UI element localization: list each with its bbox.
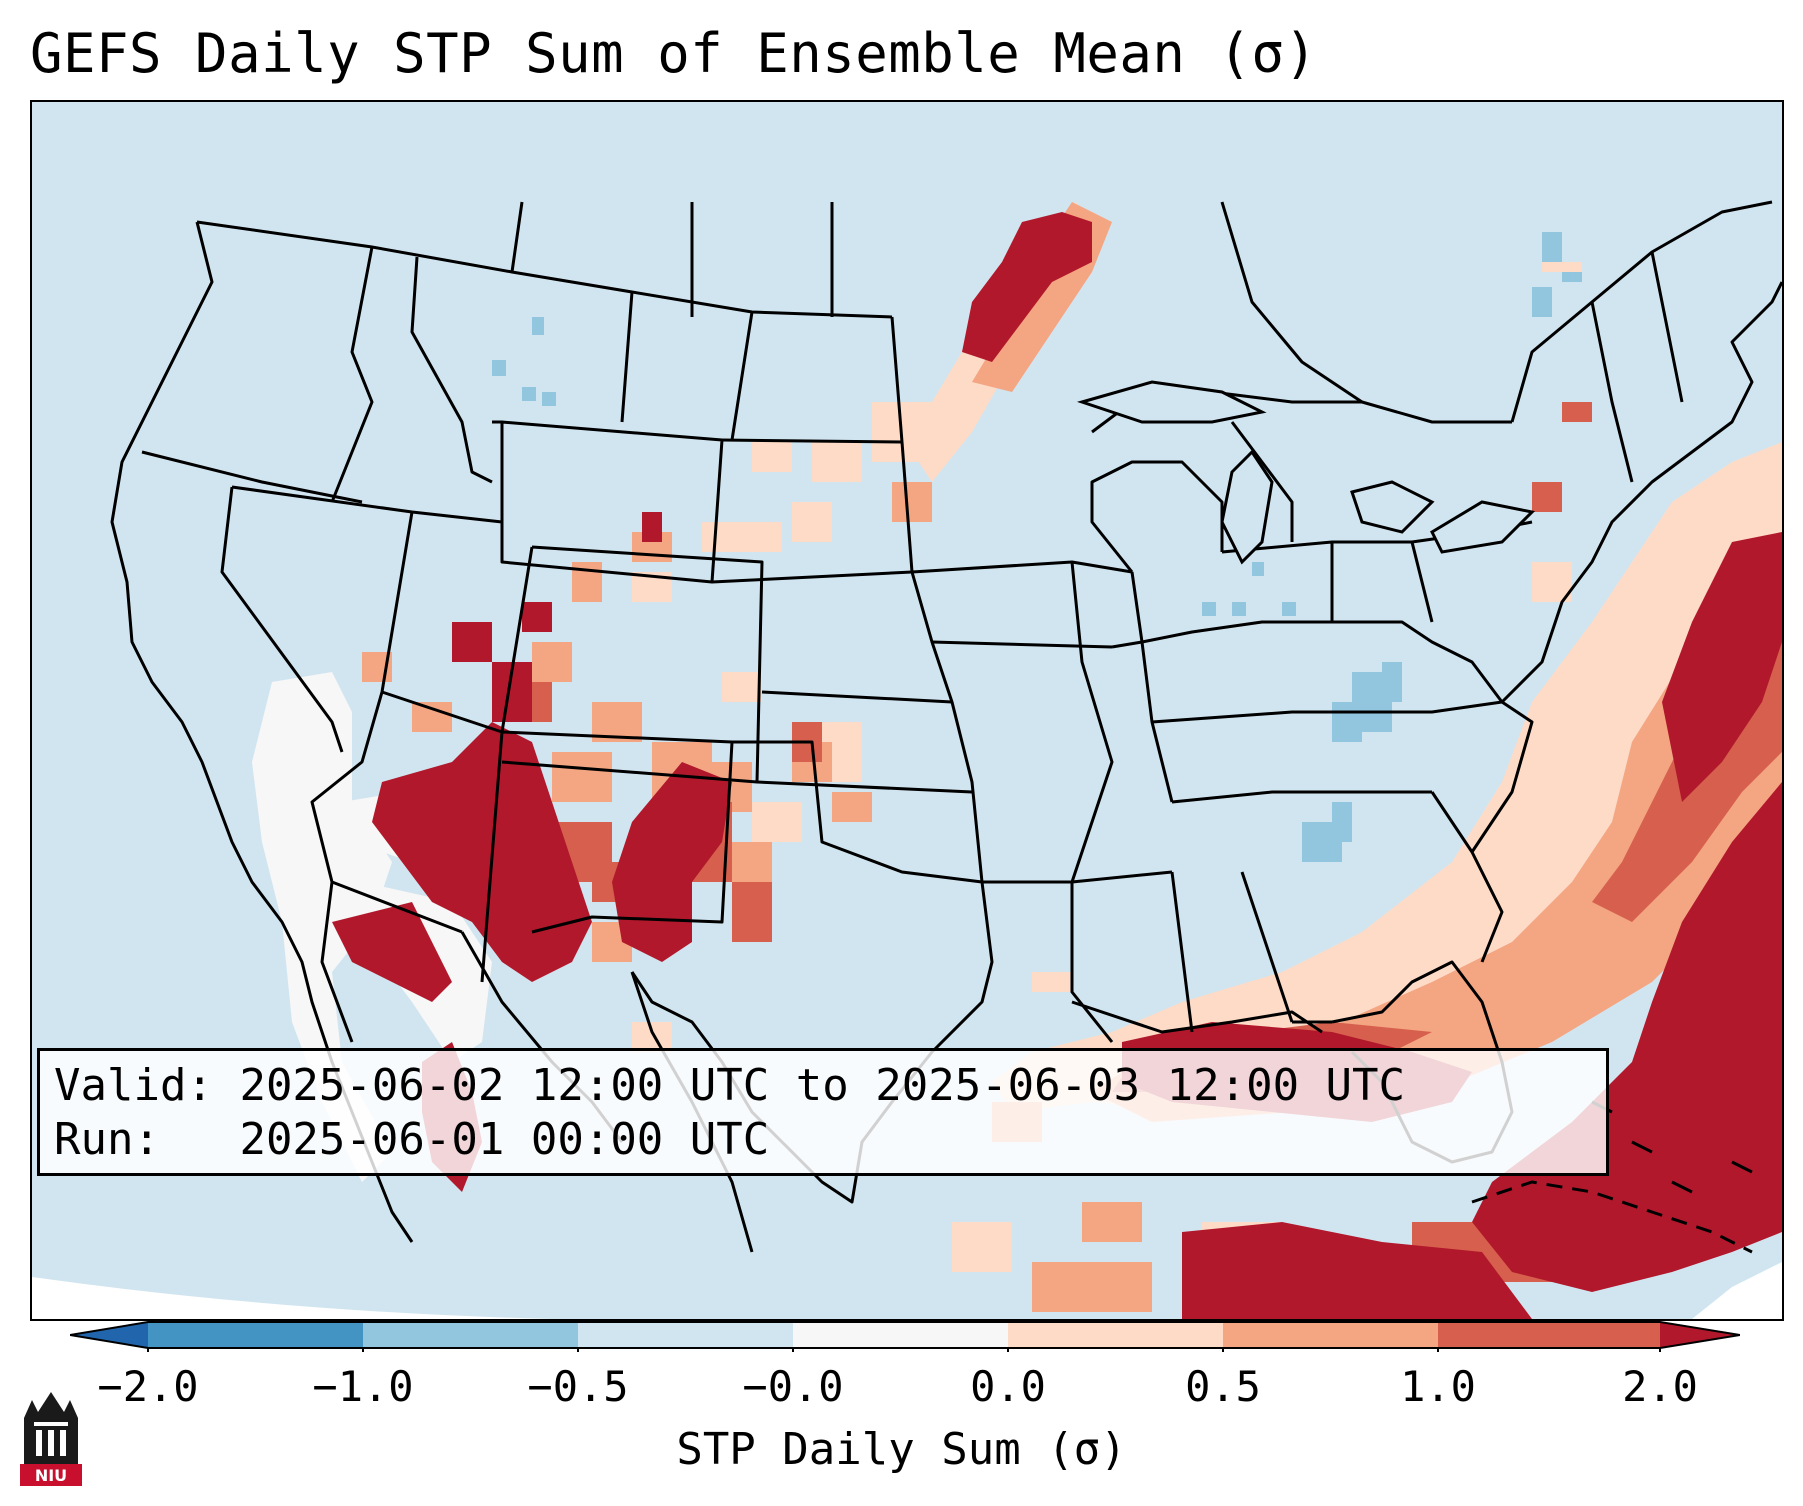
projection-edge-southwest (32, 1277, 552, 1319)
colorbar (70, 1321, 1740, 1352)
colorbar-segment (1008, 1322, 1223, 1348)
colorbar-tick-label: −0.0 (742, 1362, 844, 1411)
colorbar-segment (578, 1322, 793, 1348)
colorbar-segment (363, 1322, 578, 1348)
colorbar-tick-label: 0.0 (970, 1362, 1046, 1411)
colorbar-extend-left (70, 1322, 148, 1348)
colorbar-segment (793, 1322, 1008, 1348)
political-boundaries (110, 200, 1782, 1254)
run-value: 2025-06-01 00:00 UTC (239, 1114, 770, 1165)
valid-label: Valid: (54, 1060, 213, 1111)
colorbar-tick-label: −2.0 (97, 1362, 199, 1411)
great-lakes (1076, 380, 1536, 565)
colorbar-tick-label: 2.0 (1622, 1362, 1698, 1411)
niu-logo: NIU (20, 1392, 82, 1486)
colorbar-tick-label: −0.5 (527, 1362, 629, 1411)
valid-row: Valid: 2025-06-02 12:00 UTC to 2025-06-0… (54, 1059, 1592, 1113)
colorbar-extend-right (1660, 1322, 1740, 1348)
run-label: Run: (54, 1114, 160, 1165)
colorbar-tick-label: −1.0 (312, 1362, 414, 1411)
validity-info-box: Valid: 2025-06-02 12:00 UTC to 2025-06-0… (37, 1048, 1609, 1176)
projection-edge-southeast (1692, 1262, 1782, 1319)
map-title: GEFS Daily STP Sum of Ensemble Mean (σ) (30, 22, 1318, 85)
run-row: Run: 2025-06-01 00:00 UTC (54, 1113, 1592, 1167)
colorbar-tick-label: 0.5 (1185, 1362, 1261, 1411)
colorbar-segment (148, 1322, 363, 1348)
valid-value: 2025-06-02 12:00 UTC to 2025-06-03 12:00… (239, 1060, 1406, 1111)
colorbar-tick-label: 1.0 (1400, 1362, 1476, 1411)
colorbar-segment (1438, 1322, 1660, 1348)
colorbar-segment (1223, 1322, 1438, 1348)
svg-text:NIU: NIU (35, 1466, 67, 1485)
colorbar-label: STP Daily Sum (σ) (676, 1424, 1127, 1475)
colorbar-tick-marks (147, 1348, 1661, 1352)
